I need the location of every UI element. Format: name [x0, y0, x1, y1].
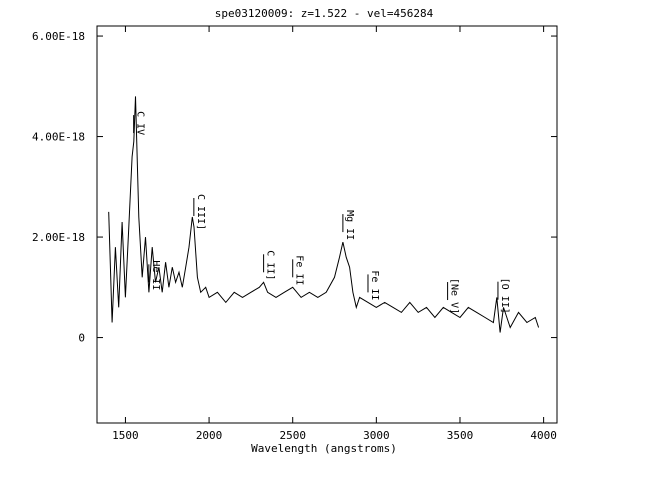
line-label: Fe II: [294, 255, 305, 285]
x-axis-label: Wavelength (angstroms): [251, 442, 397, 455]
x-axis: 1500 2000 2500 3000 3500 4000: [112, 26, 557, 442]
line-label: C III]: [195, 194, 206, 230]
x-tick-label: 4000: [530, 429, 557, 442]
plot-frame: [96, 25, 558, 424]
chart-title: spe03120009: z=1.522 - vel=456284: [215, 7, 434, 20]
x-tick-label: 2500: [279, 429, 306, 442]
x-tick-label: 3500: [447, 429, 474, 442]
line-label: [O II]: [499, 278, 510, 314]
line-label: C II]: [265, 250, 276, 280]
line-label: C IV: [135, 111, 146, 135]
y-tick-label: 4.00E-18: [32, 131, 85, 144]
y-tick-label: 2.00E-18: [32, 231, 85, 244]
spectrum-line: [108, 96, 540, 333]
line-label: He II: [150, 260, 161, 290]
y-tick-label: 6.00E-18: [32, 30, 85, 43]
y-axis: 0 2.00E-18 4.00E-18 6.00E-18: [32, 30, 557, 345]
x-tick-label: 3000: [363, 429, 390, 442]
line-label: Mg II: [344, 210, 355, 240]
line-label: [Ne V]: [449, 278, 460, 314]
series-layer: [108, 96, 540, 333]
annotation-layer: C IV He II C III] C II] Fe II Mg II Fe II [Ne V…: [133, 111, 510, 314]
line-label: Fe II: [369, 270, 380, 300]
x-tick-label: 2000: [196, 429, 223, 442]
y-tick-label: 0: [78, 332, 85, 345]
x-tick-label: 1500: [112, 429, 139, 442]
